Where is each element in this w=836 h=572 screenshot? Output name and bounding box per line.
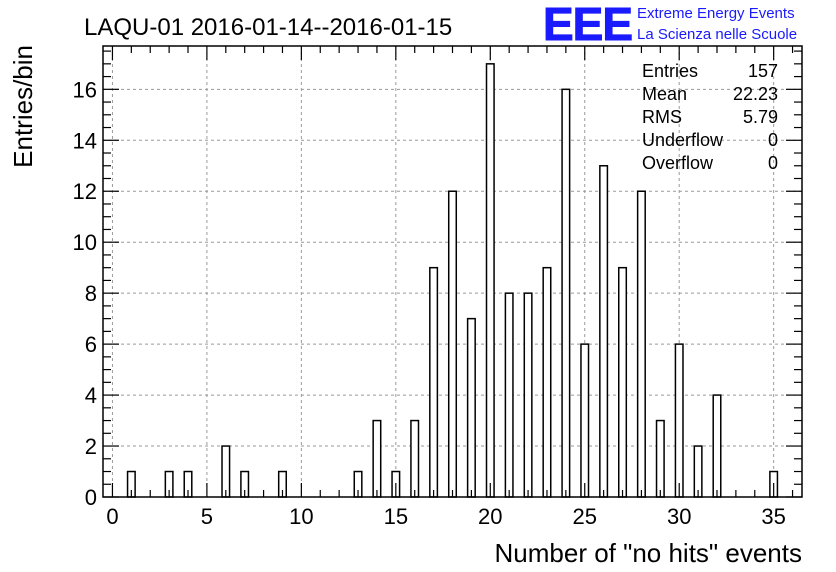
x-axis-label: Number of "no hits" events [495,538,803,568]
stats-value: 22.23 [733,84,778,104]
histogram-bar [410,419,420,498]
stats-value: 0 [768,130,778,150]
histogram-bar [599,165,609,498]
y-tick-labels: 0 2 4 6 8 10 12 14 16 [73,77,97,510]
eee-logo-line2: La Scienza nelle Scuole [637,26,797,43]
y-tick-label: 12 [73,179,97,204]
x-tick-label: 35 [761,504,785,529]
axis-ticks [103,46,802,498]
y-tick-label: 14 [73,128,97,153]
histogram-bar [466,317,476,498]
stats-label: Underflow [642,130,724,150]
histogram-bar [429,266,439,498]
y-axis-label: Entries/bin [8,45,38,168]
histogram-bar [693,445,703,498]
histogram-bar [447,190,458,498]
eee-logo-line1: Extreme Energy Events [637,5,795,22]
stats-label: Overflow [642,153,714,173]
histogram-bar [221,445,231,498]
stats-value: 0 [768,153,778,173]
x-tick-label: 20 [478,504,502,529]
y-tick-label: 10 [73,230,97,255]
x-tick-label: 15 [384,504,408,529]
stats-value: 5.79 [743,107,778,127]
histogram-bar [636,190,646,498]
y-tick-label: 4 [85,383,97,408]
histogram-bar [655,419,665,498]
histogram-bar [523,292,533,498]
x-tick-label: 5 [201,504,213,529]
histogram-bar [561,88,571,498]
stats-label: Entries [642,61,698,81]
stats-box: Entries 157 Mean 22.23 RMS 5.79 Underflow 0 Over… [642,61,778,173]
stats-label: Mean [642,84,687,104]
y-tick-label: 6 [85,332,97,357]
histogram-bar [712,394,722,498]
eee-logo: EEE Extreme Energy Events La Scienza nel… [543,0,798,51]
histogram-bar [674,343,684,498]
y-tick-label: 16 [73,77,97,102]
histogram-bar [504,292,514,498]
histogram-bar [580,343,590,498]
histogram-bar [617,266,628,498]
histogram-bar [542,266,552,498]
eee-logo-text: EEE [543,0,632,50]
chart-title: LAQU-01 2016-01-14--2016-01-15 [84,14,452,41]
histogram-bar [372,419,382,498]
histogram-bar [485,63,495,498]
histogram-bars [126,63,779,498]
x-tick-label: 0 [106,504,118,529]
y-tick-label: 8 [85,281,97,306]
x-tick-label: 25 [573,504,597,529]
stats-label: RMS [642,107,682,127]
y-tick-label: 0 [85,485,97,510]
stats-value: 157 [748,61,778,81]
y-tick-label: 2 [85,434,97,459]
x-tick-labels: 0 5 10 15 20 25 30 35 [106,504,786,529]
x-tick-label: 30 [667,504,691,529]
x-tick-label: 10 [289,504,313,529]
